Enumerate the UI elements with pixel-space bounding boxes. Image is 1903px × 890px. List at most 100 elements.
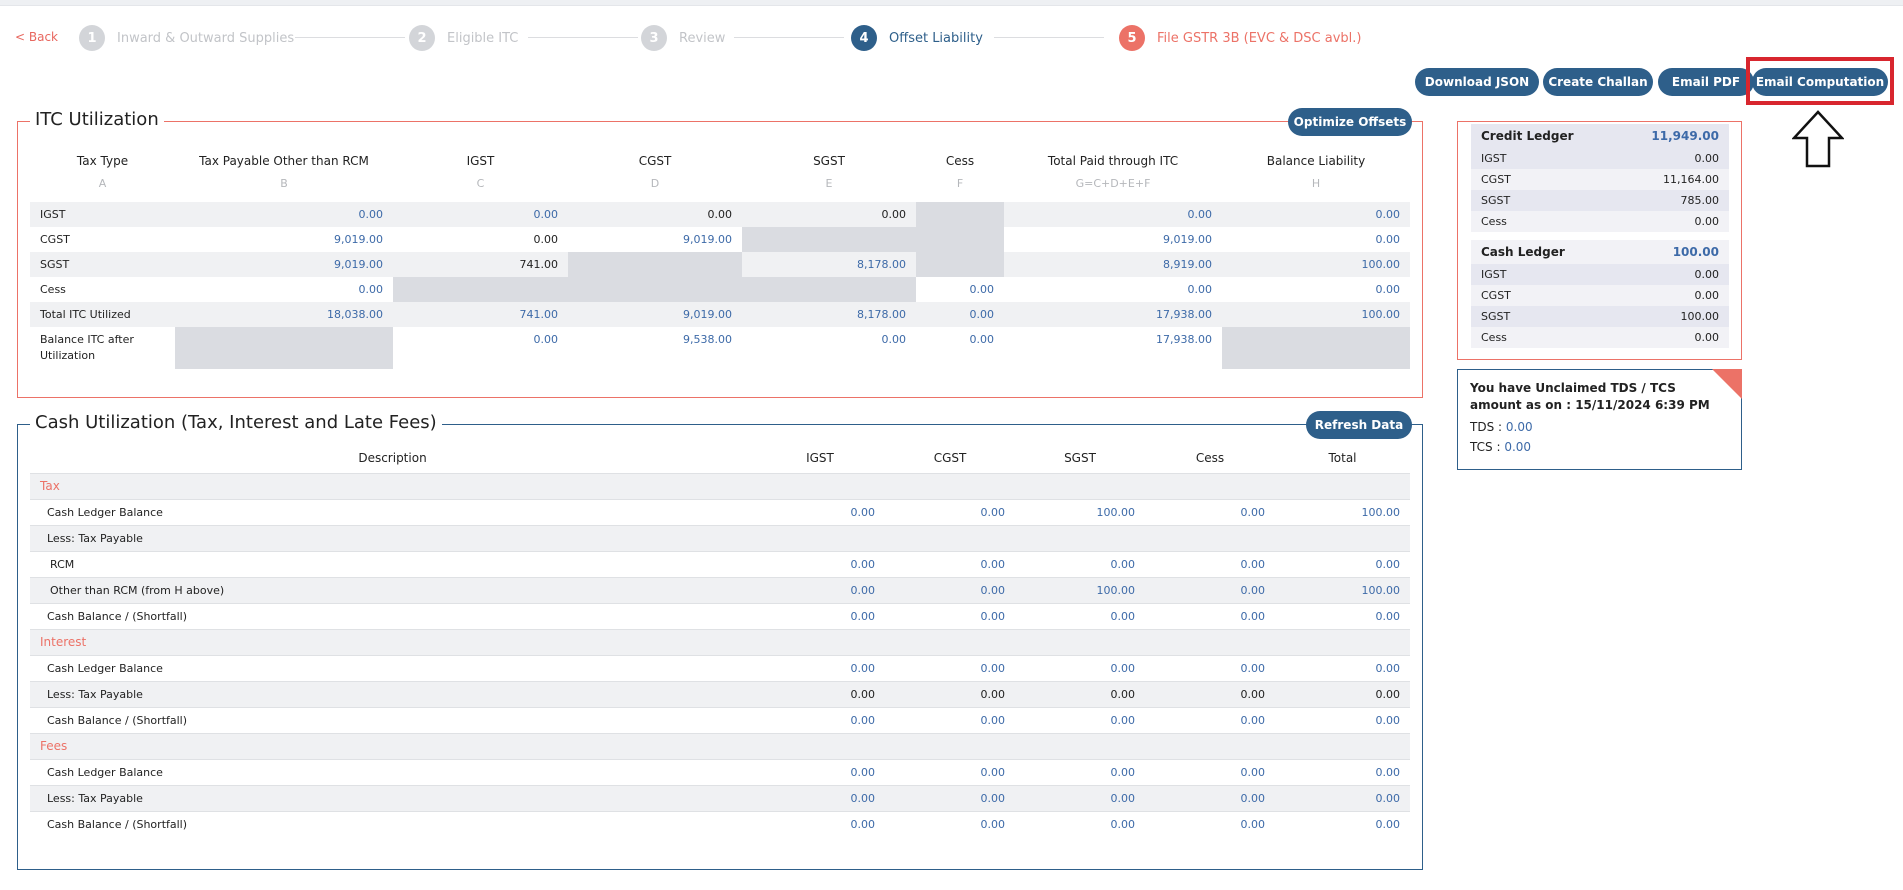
section-label: Fees — [30, 732, 755, 759]
cell-value: 0.00 — [1275, 680, 1410, 707]
col-header: Description — [358, 450, 427, 465]
col-subheader: B — [280, 176, 288, 190]
section-row: Interest — [30, 628, 1410, 655]
cash-table: Description IGST CGST SGST Cess Total Ta… — [30, 443, 1410, 837]
cell-value: 0.00 — [1222, 227, 1410, 252]
table-row: Other than RCM (from H above) 0.00 0.00 100… — [30, 576, 1410, 603]
step-file-gstr3b[interactable]: 5 File GSTR 3B (EVC & DSC avbl.) — [1119, 25, 1362, 51]
tds-line: TDS : 0.00 — [1470, 420, 1729, 434]
ledger-table: Credit Ledger 11,949.00 IGST 0.00 CGST 11,… — [1471, 124, 1729, 348]
step-label: Eligible ITC — [447, 30, 519, 46]
email-pdf-button[interactable]: Email PDF — [1658, 68, 1754, 96]
cell-value: 0.00 — [916, 277, 1004, 302]
cell-value — [1275, 732, 1410, 759]
cell-value: 0.00 — [755, 602, 885, 629]
cell-value — [1145, 524, 1275, 551]
cell-value: 0.00 — [175, 202, 393, 227]
credit-ledger-header: Credit Ledger 11,949.00 — [1471, 124, 1729, 148]
step-number: 4 — [851, 25, 877, 51]
cell-value: 0.00 — [1145, 654, 1275, 681]
cell-value: 0.00 — [885, 706, 1015, 733]
col-header: Total Paid through ITC — [1047, 154, 1179, 168]
ledger-value: 785.00 — [1601, 190, 1729, 211]
section-row: Fees — [30, 732, 1410, 759]
highlight-box — [1746, 57, 1894, 105]
col-header: CGST — [933, 450, 967, 465]
refresh-data-button[interactable]: Refresh Data — [1306, 411, 1412, 439]
tds-tcs-message: You have Unclaimed TDS / TCS amount as o… — [1470, 381, 1710, 412]
cell-value: 9,538.00 — [568, 327, 742, 369]
cell-value — [1145, 628, 1275, 655]
step-label: Offset Liability — [889, 30, 983, 46]
table-row: Cash Ledger Balance 0.00 0.00 0.00 0.00 0.00 — [30, 758, 1410, 785]
step-inward-outward[interactable]: 1 Inward & Outward Supplies — [79, 25, 294, 51]
credit-ledger-title: Credit Ledger — [1471, 124, 1601, 148]
step-eligible-itc[interactable]: 2 Eligible ITC — [409, 25, 518, 51]
cell-value: 0.00 — [885, 654, 1015, 681]
cell-value: 0.00 — [1004, 202, 1222, 227]
up-arrow-icon — [1792, 110, 1844, 168]
table-row: Less: Tax Payable 0.00 0.00 0.00 0.00 0.00 — [30, 784, 1410, 811]
ledger-label: CGST — [1471, 285, 1601, 306]
cell-value — [885, 472, 1015, 499]
table-row: IGST 0.00 0.00 0.00 0.00 0.00 0.00 — [30, 202, 1410, 227]
step-connector — [734, 37, 844, 38]
table-row: Less: Tax Payable — [30, 524, 1410, 551]
cell-value — [885, 732, 1015, 759]
list-item: CGST 11,164.00 — [1471, 169, 1729, 190]
cell-value: 0.00 — [1222, 202, 1410, 227]
row-label: Less: Tax Payable — [30, 524, 755, 551]
table-row: RCM 0.00 0.00 0.00 0.00 0.00 — [30, 550, 1410, 577]
cell-value: 0.00 — [393, 227, 568, 252]
row-label: Other than RCM (from H above) — [30, 576, 755, 603]
disabled-cell — [916, 202, 1004, 227]
create-challan-button[interactable]: Create Challan — [1543, 68, 1653, 96]
cell-value: 0.00 — [916, 327, 1004, 369]
cell-value: 741.00 — [393, 302, 568, 327]
ledger-value: 0.00 — [1601, 327, 1729, 348]
ledger-label: IGST — [1471, 264, 1601, 285]
col-subheader: H — [1311, 176, 1321, 190]
cell-value: 0.00 — [1015, 654, 1145, 681]
list-item: Cess 0.00 — [1471, 211, 1729, 232]
cell-value: 0.00 — [755, 810, 885, 837]
cell-value: 0.00 — [1275, 810, 1410, 837]
step-label: File GSTR 3B (EVC & DSC avbl.) — [1157, 30, 1362, 46]
tcs-line: TCS : 0.00 — [1470, 440, 1729, 454]
cell-value: 0.00 — [755, 680, 885, 707]
cell-value: 9,019.00 — [175, 227, 393, 252]
step-offset-liability[interactable]: 4 Offset Liability — [851, 25, 983, 51]
cell-value: 9,019.00 — [568, 302, 742, 327]
col-header: IGST — [806, 450, 834, 465]
download-json-button[interactable]: Download JSON — [1415, 68, 1539, 96]
cell-value: 0.00 — [1015, 758, 1145, 785]
cell-value — [885, 524, 1015, 551]
cell-value: 0.00 — [1145, 810, 1275, 837]
email-computation-button[interactable]: Email Computation — [1752, 68, 1888, 96]
back-link[interactable]: < Back — [15, 30, 59, 44]
tds-value[interactable]: 0.00 — [1505, 420, 1533, 434]
cell-value: 100.00 — [1015, 576, 1145, 603]
cell-value: 0.00 — [755, 550, 885, 577]
tcs-value[interactable]: 0.00 — [1504, 440, 1532, 454]
ledger-value: 0.00 — [1601, 211, 1729, 232]
cell-value: 0.00 — [1015, 810, 1145, 837]
step-review[interactable]: 3 Review — [641, 25, 725, 51]
cell-value: 17,938.00 — [1004, 327, 1222, 369]
row-label: Cess — [30, 277, 175, 302]
cell-value: 0.00 — [916, 302, 1004, 327]
row-label: Less: Tax Payable — [30, 680, 755, 707]
cell-value — [1145, 732, 1275, 759]
cell-value: 0.00 — [885, 784, 1015, 811]
table-row: SGST 9,019.00 741.00 8,178.00 8,919.00 1… — [30, 252, 1410, 277]
optimize-offsets-button[interactable]: Optimize Offsets — [1288, 108, 1412, 136]
row-label: Cash Ledger Balance — [30, 758, 755, 785]
step-label: Review — [679, 30, 726, 46]
cell-value: 0.00 — [885, 602, 1015, 629]
cell-value: 0.00 — [755, 576, 885, 603]
cell-value: 0.00 — [1145, 706, 1275, 733]
step-connector — [528, 37, 638, 38]
cash-ledger-header: Cash Ledger 100.00 — [1471, 240, 1729, 264]
itc-utilization-title: ITC Utilization — [30, 109, 164, 130]
list-item: IGST 0.00 — [1471, 264, 1729, 285]
